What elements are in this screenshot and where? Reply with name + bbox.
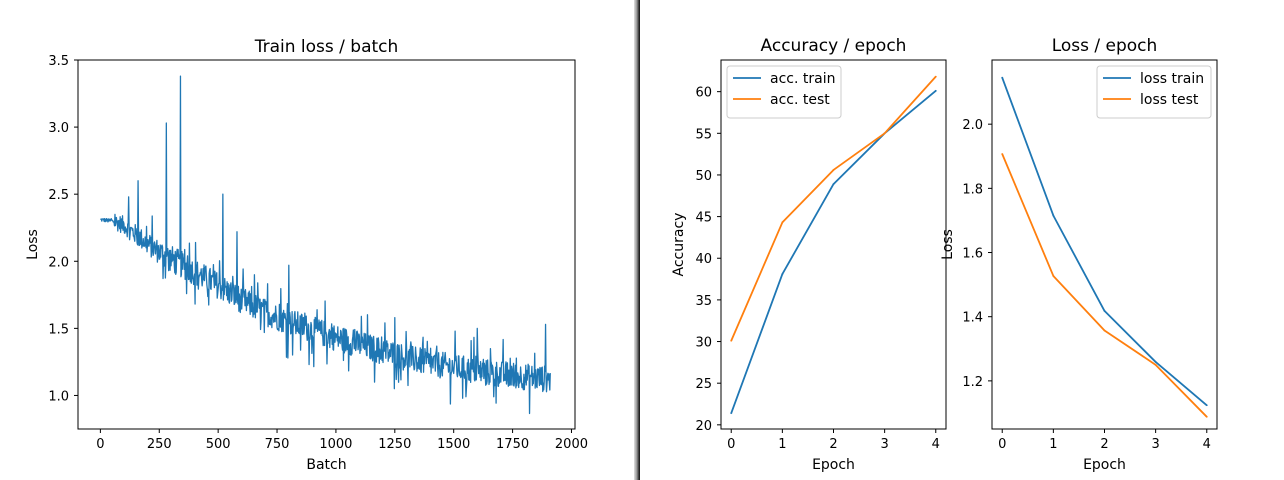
accuracy-y-tick-label: 35 [695,294,712,309]
train-loss-y-tick-label: 2.0 [48,255,69,270]
loss-epoch-legend-frame [1096,65,1212,119]
train-loss-x-tick-label: 500 [206,437,231,452]
loss-epoch-y-tick-label: 1.4 [962,311,983,326]
train-loss-y-tick-label: 1.5 [48,322,69,337]
train-loss-figure: 0 250 500 750 1000 1250 1500 1750 2000 1.0 1.5 2.0 2… [25,37,588,473]
accuracy-series-line-1 [730,90,937,414]
loss-epoch-series-line-2 [1001,153,1208,418]
train-loss-series-line [100,75,551,415]
loss-epoch-x-tick-label: 3 [1151,437,1159,452]
loss-epoch-y-axis-label: Loss [940,229,956,260]
loss-epoch-y-tick-label: 1.8 [962,182,983,197]
train-loss-x-tick-label: 750 [265,437,290,452]
loss-epoch-data-point [1001,76,1004,79]
accuracy-data-point [730,412,733,415]
window-divider [634,0,640,480]
accuracy-data-point [832,183,835,186]
train-loss-window: 0 250 500 750 1000 1250 1500 1750 2000 1.0 1.5 2.0 2… [0,0,634,480]
loss-epoch-chart: 0 1 2 3 4 1.2 1.4 1.6 1.8 2.0 Loss / epoch Epoch Los… [940,36,1218,473]
accuracy-data-point [781,221,784,224]
train-loss-plot-frame [77,59,576,430]
loss-epoch-legend: loss train loss test [1096,65,1212,119]
loss-epoch-x-tick-label: 0 [998,437,1006,452]
loss-epoch-x-tick-label: 2 [1100,437,1108,452]
accuracy-chart: 0 1 2 3 4 20 25 30 35 40 45 50 55 60 Accuracy / epoch E… [671,36,947,473]
train-loss-y-tick-label: 3.5 [48,54,69,69]
loss-epoch-title: Loss / epoch [1052,36,1158,56]
loss-epoch-y-tick-label: 2.0 [962,118,983,133]
train-loss-x-tick-label: 0 [96,437,104,452]
accuracy-y-tick-label: 30 [695,336,712,351]
loss-epoch-data-point [1205,404,1208,407]
loss-epoch-data-point [1052,214,1055,217]
loss-epoch-legend-label-1: loss train [1140,71,1204,87]
accuracy-data-point [730,339,733,342]
loss-epoch-legend-label-2: loss test [1140,92,1199,108]
epoch-metrics-window: 0 1 2 3 4 20 25 30 35 40 45 50 55 60 Accuracy / epoch E… [640,0,1284,480]
accuracy-x-tick-label: 3 [880,437,888,452]
train-loss-x-tick-label: 1500 [437,437,470,452]
train-loss-x-tick-label: 2000 [555,437,588,452]
accuracy-y-tick-label: 60 [695,86,712,101]
loss-epoch-data-point [1154,363,1157,366]
accuracy-x-tick-label: 0 [727,437,735,452]
train-loss-y-tick-label: 2.5 [48,188,69,203]
loss-epoch-y-tick-label: 1.2 [962,375,983,390]
accuracy-data-point [934,75,937,78]
accuracy-y-tick-label: 25 [695,377,712,392]
accuracy-legend-label-2: acc. test [770,92,830,108]
accuracy-y-tick-label: 55 [695,127,712,142]
train-loss-x-tick-label: 1000 [319,437,352,452]
loss-epoch-data-point [1154,361,1157,363]
accuracy-x-tick-label: 1 [778,437,786,452]
loss-epoch-y-tick-label: 1.6 [962,247,983,262]
train-loss-y-tick-label: 3.0 [48,121,69,136]
accuracy-legend: acc. train acc. test [726,65,842,119]
loss-epoch-data-point [1052,275,1055,277]
loss-epoch-x-axis-label: Epoch [1083,457,1126,473]
train-loss-title: Train loss / batch [254,37,399,57]
loss-epoch-data-point [1103,329,1106,332]
accuracy-data-point [883,132,886,135]
accuracy-data-point [781,273,784,275]
train-loss-y-axis-label: Loss [25,229,41,260]
accuracy-title: Accuracy / epoch [761,36,907,56]
accuracy-data-point [832,169,835,171]
accuracy-x-tick-label: 2 [829,437,837,452]
loss-epoch-data-point [1103,310,1106,312]
accuracy-y-tick-label: 45 [695,211,712,226]
loss-epoch-data-point [1001,153,1004,155]
train-loss-x-tick-label: 250 [147,437,172,452]
loss-epoch-x-tick-label: 1 [1049,437,1057,452]
loss-epoch-x-tick-label: 4 [1203,437,1211,452]
train-loss-y-tick-label: 1.0 [48,389,69,404]
loss-epoch-data-point [1205,415,1208,418]
accuracy-legend-label-1: acc. train [770,71,835,87]
accuracy-x-axis-label: Epoch [812,457,855,473]
accuracy-y-tick-label: 50 [695,169,712,184]
train-loss-x-tick-label: 1750 [496,437,529,452]
train-loss-x-tick-label: 1250 [378,437,411,452]
train-loss-x-axis-label: Batch [306,457,346,473]
accuracy-y-tick-label: 40 [695,252,712,267]
accuracy-data-point [934,89,937,92]
accuracy-legend-frame [726,65,842,119]
accuracy-x-tick-label: 4 [932,437,940,452]
loss-epoch-series-line-1 [1001,77,1208,406]
accuracy-y-tick-label: 20 [695,419,712,434]
train-loss-chart: 0 250 500 750 1000 1250 1500 1750 2000 1.0 1.5 2.0 2… [25,37,588,473]
accuracy-y-axis-label: Accuracy [671,213,687,277]
